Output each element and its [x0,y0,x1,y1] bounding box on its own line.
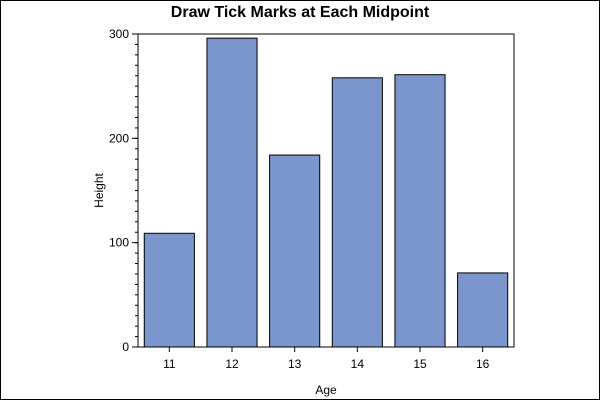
bar-16 [457,272,509,348]
bar-14 [331,77,383,348]
y-tick-label-0: 0 [122,340,129,354]
bars-group [143,37,509,348]
chart-title: Draw Tick Marks at Each Midpoint [171,4,430,21]
bar-13 [269,154,321,348]
y-tick-label-300: 300 [109,27,129,41]
y-tick-label-100: 100 [109,236,129,250]
y-axis-title: Height [92,172,106,207]
x-tick-label-14: 14 [351,357,365,371]
x-axis-title: Age [315,383,337,397]
x-tick-label-12: 12 [225,357,239,371]
x-tick-label-11: 11 [163,357,176,371]
y-tick-label-200: 200 [109,131,129,145]
bar-11 [143,232,195,348]
y-axis: 0 100 200 300 [109,27,138,354]
bar-12 [206,37,258,348]
x-axis: 11 12 13 14 15 16 [163,347,490,371]
x-tick-label-13: 13 [288,357,302,371]
x-tick-label-16: 16 [476,357,490,371]
x-tick-label-15: 15 [413,357,427,371]
bar-15 [394,74,446,348]
